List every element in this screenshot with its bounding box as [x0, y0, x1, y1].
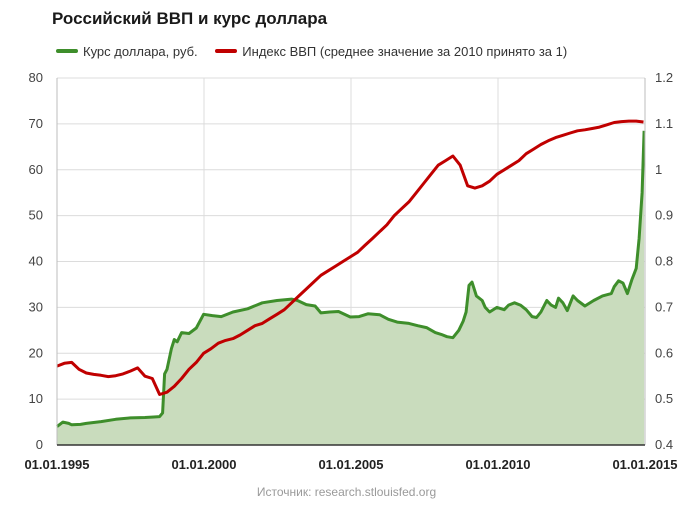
legend-label-usd-rate: Курс доллара, руб.: [83, 43, 198, 59]
usd-rate-line: [56, 130, 646, 428]
usd-rate-area: [57, 130, 645, 446]
x-tick-label: 01.01.2010: [465, 457, 530, 472]
chart-legend: Курс доллара, руб. Индекс ВВП (среднее з…: [56, 41, 581, 59]
y-right-tick-label: 0.8: [655, 254, 673, 269]
gdp-index-line: [56, 119, 644, 396]
y-right-tick-label: 0.5: [655, 391, 673, 406]
y-left-tick-label: 20: [29, 345, 43, 360]
x-tick-label: 01.01.1995: [24, 457, 89, 472]
y-left-tick-label: 40: [29, 254, 43, 269]
y-left-tick-label: 60: [29, 162, 43, 177]
chart-title: Российский ВВП и курс доллара: [52, 9, 328, 28]
y-right-tick-label: 1: [655, 162, 662, 177]
y-left-tick-label: 80: [29, 70, 43, 85]
y-right-tick-label: 0.7: [655, 299, 673, 314]
legend-item-gdp-index: Индекс ВВП (среднее значение за 2010 при…: [215, 44, 567, 59]
y-right-tick-label: 0.4: [655, 437, 673, 452]
y-left-tick-label: 10: [29, 391, 43, 406]
y-right-tick-label: 1.2: [655, 70, 673, 85]
legend-swatch-gdp-index: [215, 49, 238, 53]
y-left-tick-label: 70: [29, 116, 43, 131]
source-note: Источник: research.stlouisfed.org: [256, 485, 437, 499]
y-right-tick-label: 1.1: [655, 116, 673, 131]
legend-swatch-usd-rate: [56, 49, 78, 53]
y-right-tick-label: 0.9: [655, 208, 673, 223]
x-tick-label: 01.01.2000: [171, 457, 236, 472]
x-tick-label: 01.01.2015: [612, 457, 677, 472]
x-tick-label: 01.01.2005: [318, 457, 383, 472]
legend-label-gdp-index: Индекс ВВП (среднее значение за 2010 при…: [242, 43, 568, 59]
y-right-tick-label: 0.6: [655, 345, 673, 360]
legend-item-usd-rate: Курс доллара, руб.: [56, 44, 198, 59]
y-left-tick-label: 50: [29, 208, 43, 223]
y-left-tick-label: 30: [29, 299, 43, 314]
y-left-tick-label: 0: [36, 437, 43, 452]
